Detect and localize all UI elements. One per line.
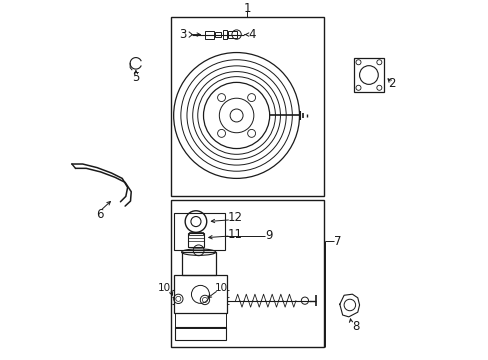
Text: 5: 5 (132, 71, 139, 84)
Bar (215, 32, 221, 37)
Bar (228, 31, 237, 38)
Bar (175, 312, 225, 328)
Text: 10: 10 (214, 283, 227, 293)
Text: 1: 1 (243, 2, 250, 15)
Text: 3: 3 (179, 28, 186, 41)
Bar (170, 200, 323, 347)
Text: 8: 8 (351, 320, 359, 333)
Bar (189, 232, 203, 234)
Text: 10: 10 (158, 283, 171, 293)
Text: 9: 9 (264, 229, 272, 242)
Bar (170, 17, 323, 197)
Bar (175, 327, 225, 340)
Bar (174, 275, 226, 313)
Bar (174, 212, 224, 250)
Text: 6: 6 (96, 207, 103, 221)
Bar (353, 58, 383, 92)
Bar (223, 30, 227, 39)
Bar (204, 31, 213, 39)
Bar (181, 252, 215, 275)
Text: 11: 11 (227, 228, 243, 241)
Text: 7: 7 (334, 235, 341, 248)
Text: 2: 2 (387, 77, 395, 90)
Text: 4: 4 (247, 28, 255, 41)
Bar (188, 233, 203, 247)
Text: 12: 12 (227, 211, 243, 224)
